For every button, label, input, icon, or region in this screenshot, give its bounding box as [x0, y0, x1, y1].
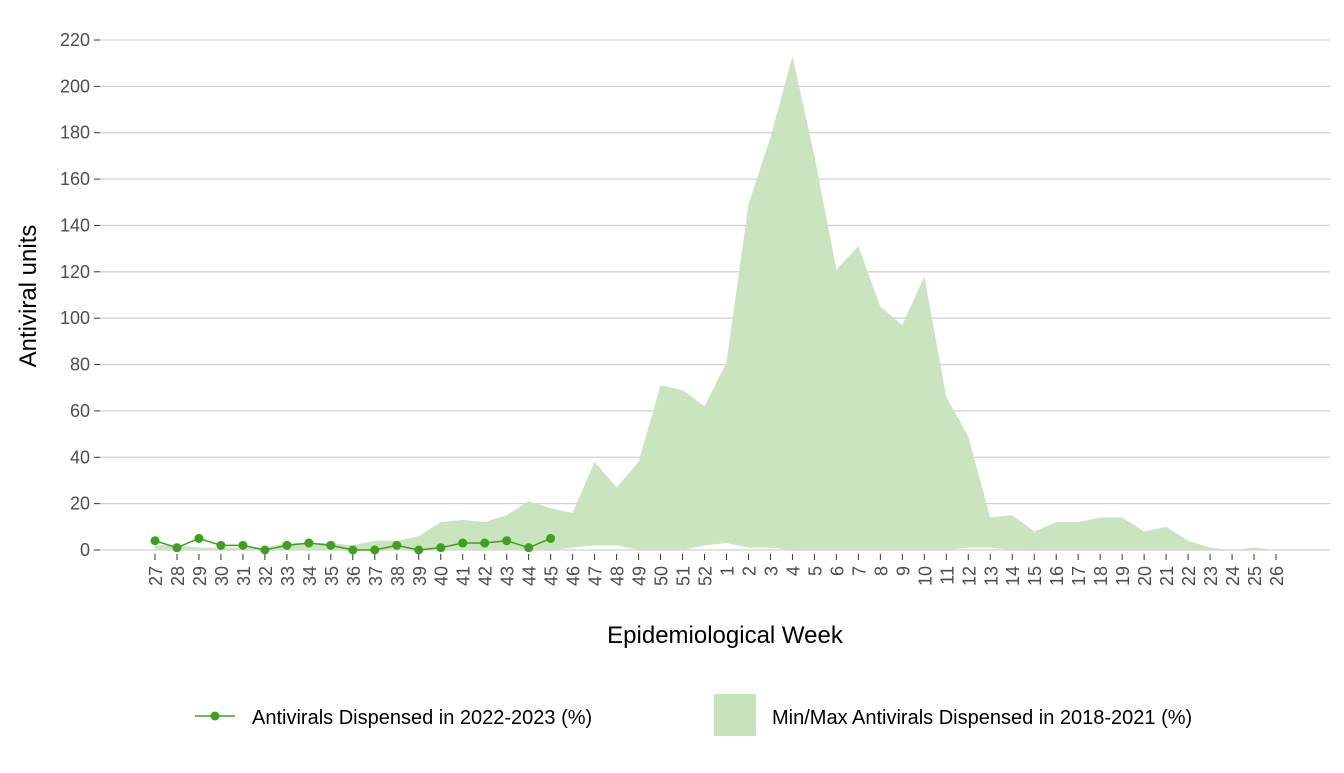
x-tick-label: 41: [454, 566, 474, 586]
x-tick-label: 2: [739, 566, 759, 576]
y-tick-label: 180: [60, 123, 90, 143]
series-point: [502, 536, 512, 546]
x-tick-label: 9: [893, 566, 913, 576]
x-tick-label: 42: [476, 566, 496, 586]
x-axis-label: Epidemiological Week: [607, 622, 844, 649]
x-tick-label: 7: [849, 566, 869, 576]
x-tick-label: 27: [146, 566, 166, 586]
x-tick-label: 44: [520, 566, 540, 586]
x-tick-label: 16: [1047, 566, 1067, 586]
series-point: [480, 538, 490, 548]
y-tick-label: 0: [80, 540, 90, 560]
x-tick-label: 26: [1267, 566, 1287, 586]
y-tick-label: 120: [60, 262, 90, 282]
x-tick-label: 32: [256, 566, 276, 586]
series-point: [216, 540, 226, 550]
x-tick-label: 5: [805, 566, 825, 576]
y-tick-label: 160: [60, 169, 90, 189]
series-point: [282, 540, 292, 550]
x-tick-label: 30: [212, 566, 232, 586]
series-point: [458, 538, 468, 548]
x-tick-label: 31: [234, 566, 254, 586]
x-tick-label: 45: [542, 566, 562, 586]
x-tick-label: 13: [981, 566, 1001, 586]
x-tick-label: 15: [1025, 566, 1045, 586]
x-tick-label: 6: [827, 566, 847, 576]
x-tick-label: 52: [696, 566, 716, 586]
x-tick-label: 38: [388, 566, 408, 586]
x-tick-label: 50: [652, 566, 672, 586]
x-tick-label: 28: [168, 566, 188, 586]
y-tick-label: 140: [60, 215, 90, 235]
y-tick-label: 60: [70, 401, 90, 421]
y-tick-label: 40: [70, 447, 90, 467]
x-tick-label: 34: [300, 566, 320, 586]
x-tick-label: 43: [498, 566, 518, 586]
x-tick-label: 18: [1091, 566, 1111, 586]
x-tick-label: 3: [761, 566, 781, 576]
x-tick-label: 10: [915, 566, 935, 586]
x-tick-label: 19: [1113, 566, 1133, 586]
x-tick-label: 25: [1245, 566, 1265, 586]
x-tick-label: 29: [190, 566, 210, 586]
series-point: [326, 540, 336, 550]
x-tick-label: 14: [1003, 566, 1023, 586]
x-tick-label: 48: [608, 566, 628, 586]
y-tick-label: 200: [60, 76, 90, 96]
min-max-band: [155, 56, 1276, 551]
x-tick-label: 47: [586, 566, 606, 586]
series-point: [194, 533, 204, 543]
series-point: [414, 545, 424, 555]
series-point: [260, 545, 270, 555]
x-tick-label: 49: [630, 566, 650, 586]
x-tick-label: 11: [937, 566, 957, 585]
series-point: [238, 540, 248, 550]
y-tick-label: 100: [60, 308, 90, 328]
x-tick-label: 4: [783, 566, 803, 576]
series-point: [370, 545, 380, 555]
y-tick-label: 80: [70, 355, 90, 375]
x-tick-label: 51: [674, 566, 694, 586]
series-point: [172, 543, 182, 553]
x-tick-label: 33: [278, 566, 298, 586]
x-tick-label: 36: [344, 566, 364, 586]
x-tick-label: 39: [410, 566, 430, 586]
x-tick-label: 37: [366, 566, 386, 586]
x-tick-label: 17: [1069, 566, 1089, 586]
series-point: [546, 533, 556, 543]
y-tick-label: 20: [70, 494, 90, 514]
x-tick-label: 35: [322, 566, 342, 586]
x-tick-label: 12: [959, 566, 979, 586]
series-point: [150, 536, 160, 546]
y-tick-label: 220: [60, 30, 90, 50]
x-tick-label: 21: [1157, 566, 1177, 586]
x-tick-label: 20: [1135, 566, 1155, 586]
series-point: [524, 543, 534, 553]
series-point: [392, 540, 402, 550]
legend-label: Min/Max Antivirals Dispensed in 2018-202…: [772, 707, 1192, 729]
series-point: [436, 543, 446, 553]
x-tick-label: 23: [1201, 566, 1221, 586]
x-tick-label: 8: [871, 566, 891, 576]
x-tick-label: 24: [1223, 566, 1243, 586]
x-tick-label: 46: [564, 566, 584, 586]
x-tick-label: 40: [432, 566, 452, 586]
series-point: [304, 538, 314, 548]
legend-swatch: [714, 694, 756, 736]
legend-swatch-point: [210, 711, 220, 721]
legend-label: Antivirals Dispensed in 2022-2023 (%): [252, 707, 592, 729]
x-tick-label: 1: [717, 566, 737, 576]
x-tick-label: 22: [1179, 566, 1199, 586]
y-axis-label: Antiviral units: [15, 225, 42, 368]
series-point: [348, 545, 358, 555]
